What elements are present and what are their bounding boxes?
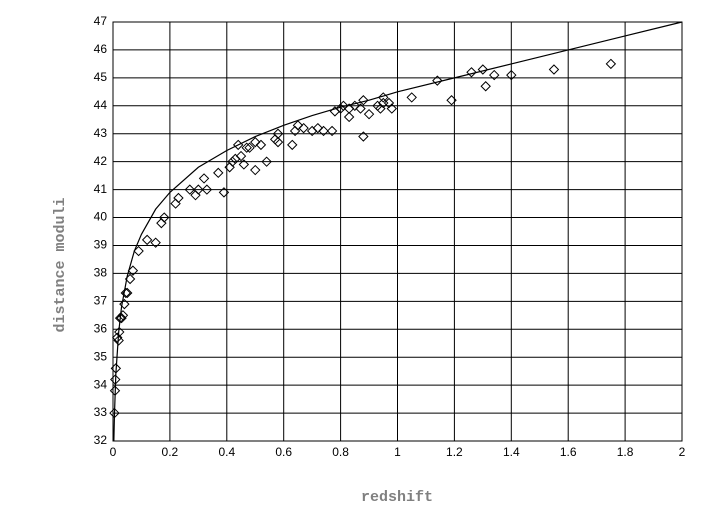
data-point (326, 125, 338, 137)
data-point (250, 164, 261, 176)
y-tick-label: 39 (94, 238, 108, 252)
x-tick-label: 0.8 (332, 445, 349, 459)
x-tick-label: 1 (394, 445, 401, 459)
data-point (548, 64, 560, 75)
x-axis-label: redshift (361, 489, 433, 506)
data-point (198, 173, 210, 184)
data-point (141, 234, 153, 246)
y-tick-label: 32 (94, 433, 108, 447)
data-point (120, 287, 132, 299)
data-point (378, 92, 389, 103)
data-point (358, 95, 369, 106)
x-tick-label: 1.4 (503, 445, 520, 459)
data-point (477, 64, 489, 75)
y-tick-label: 44 (94, 98, 108, 112)
data-point (605, 58, 617, 70)
data-point (343, 111, 355, 123)
data-point (250, 136, 261, 148)
data-point (235, 150, 247, 162)
data-point (193, 184, 204, 195)
y-tick-label: 43 (94, 126, 108, 140)
x-tick-label: 0.4 (218, 445, 235, 459)
data-point (432, 75, 443, 86)
y-tick-label: 42 (94, 154, 108, 168)
data-point (363, 108, 375, 120)
y-tick-label: 45 (94, 70, 108, 84)
y-tick-label: 40 (94, 210, 108, 224)
data-point (338, 100, 349, 112)
data-point (358, 131, 369, 142)
data-point (150, 237, 161, 248)
data-point (312, 122, 324, 134)
data-point (480, 81, 491, 92)
y-tick-label: 46 (94, 42, 108, 56)
data-point (116, 312, 127, 324)
data-point (159, 212, 170, 223)
y-tick-label: 38 (94, 266, 108, 280)
data-point (227, 156, 238, 167)
x-tick-label: 1.8 (617, 445, 634, 459)
data-point (272, 136, 284, 148)
x-tick-label: 0.2 (162, 445, 179, 459)
y-tick-label: 33 (94, 405, 108, 419)
x-tick-label: 1.2 (446, 445, 463, 459)
data-point (117, 310, 129, 321)
data-point (218, 187, 230, 198)
data-point (201, 184, 213, 195)
y-tick-label: 35 (94, 349, 108, 363)
fit-curve (113, 21, 683, 442)
x-tick-label: 0.6 (275, 445, 292, 459)
x-tick-label: 0 (110, 445, 117, 459)
data-point (335, 103, 346, 114)
data-point (119, 298, 130, 310)
data-point (287, 139, 298, 151)
data-point (355, 103, 366, 114)
data-point (213, 167, 224, 179)
x-tick-label: 2 (679, 445, 686, 459)
y-axis-label: distance moduli (52, 197, 69, 332)
y-tick-label: 34 (94, 377, 108, 391)
data-point (506, 69, 517, 81)
data-point (127, 265, 139, 276)
data-point (113, 335, 124, 346)
data-point (244, 142, 255, 153)
y-tick-label: 36 (94, 321, 108, 335)
data-point (184, 184, 196, 195)
data-point (255, 139, 267, 151)
data-point (386, 103, 398, 114)
y-tick-label: 47 (94, 14, 108, 28)
data-point (272, 128, 284, 139)
data-point (406, 92, 417, 103)
data-point (292, 120, 304, 131)
x-tick-label: 1.6 (560, 445, 577, 459)
data-point (446, 95, 457, 106)
y-tick-label: 37 (94, 294, 108, 308)
data-point (261, 156, 272, 167)
data-point (173, 192, 184, 204)
data-point (489, 69, 500, 81)
data-point (298, 122, 309, 134)
data-point (241, 142, 252, 153)
data-point (114, 326, 125, 338)
plot-frame (112, 21, 683, 442)
data-point (466, 67, 477, 78)
y-tick-label: 41 (94, 182, 108, 196)
data-point (318, 125, 329, 137)
data-point (238, 159, 250, 170)
